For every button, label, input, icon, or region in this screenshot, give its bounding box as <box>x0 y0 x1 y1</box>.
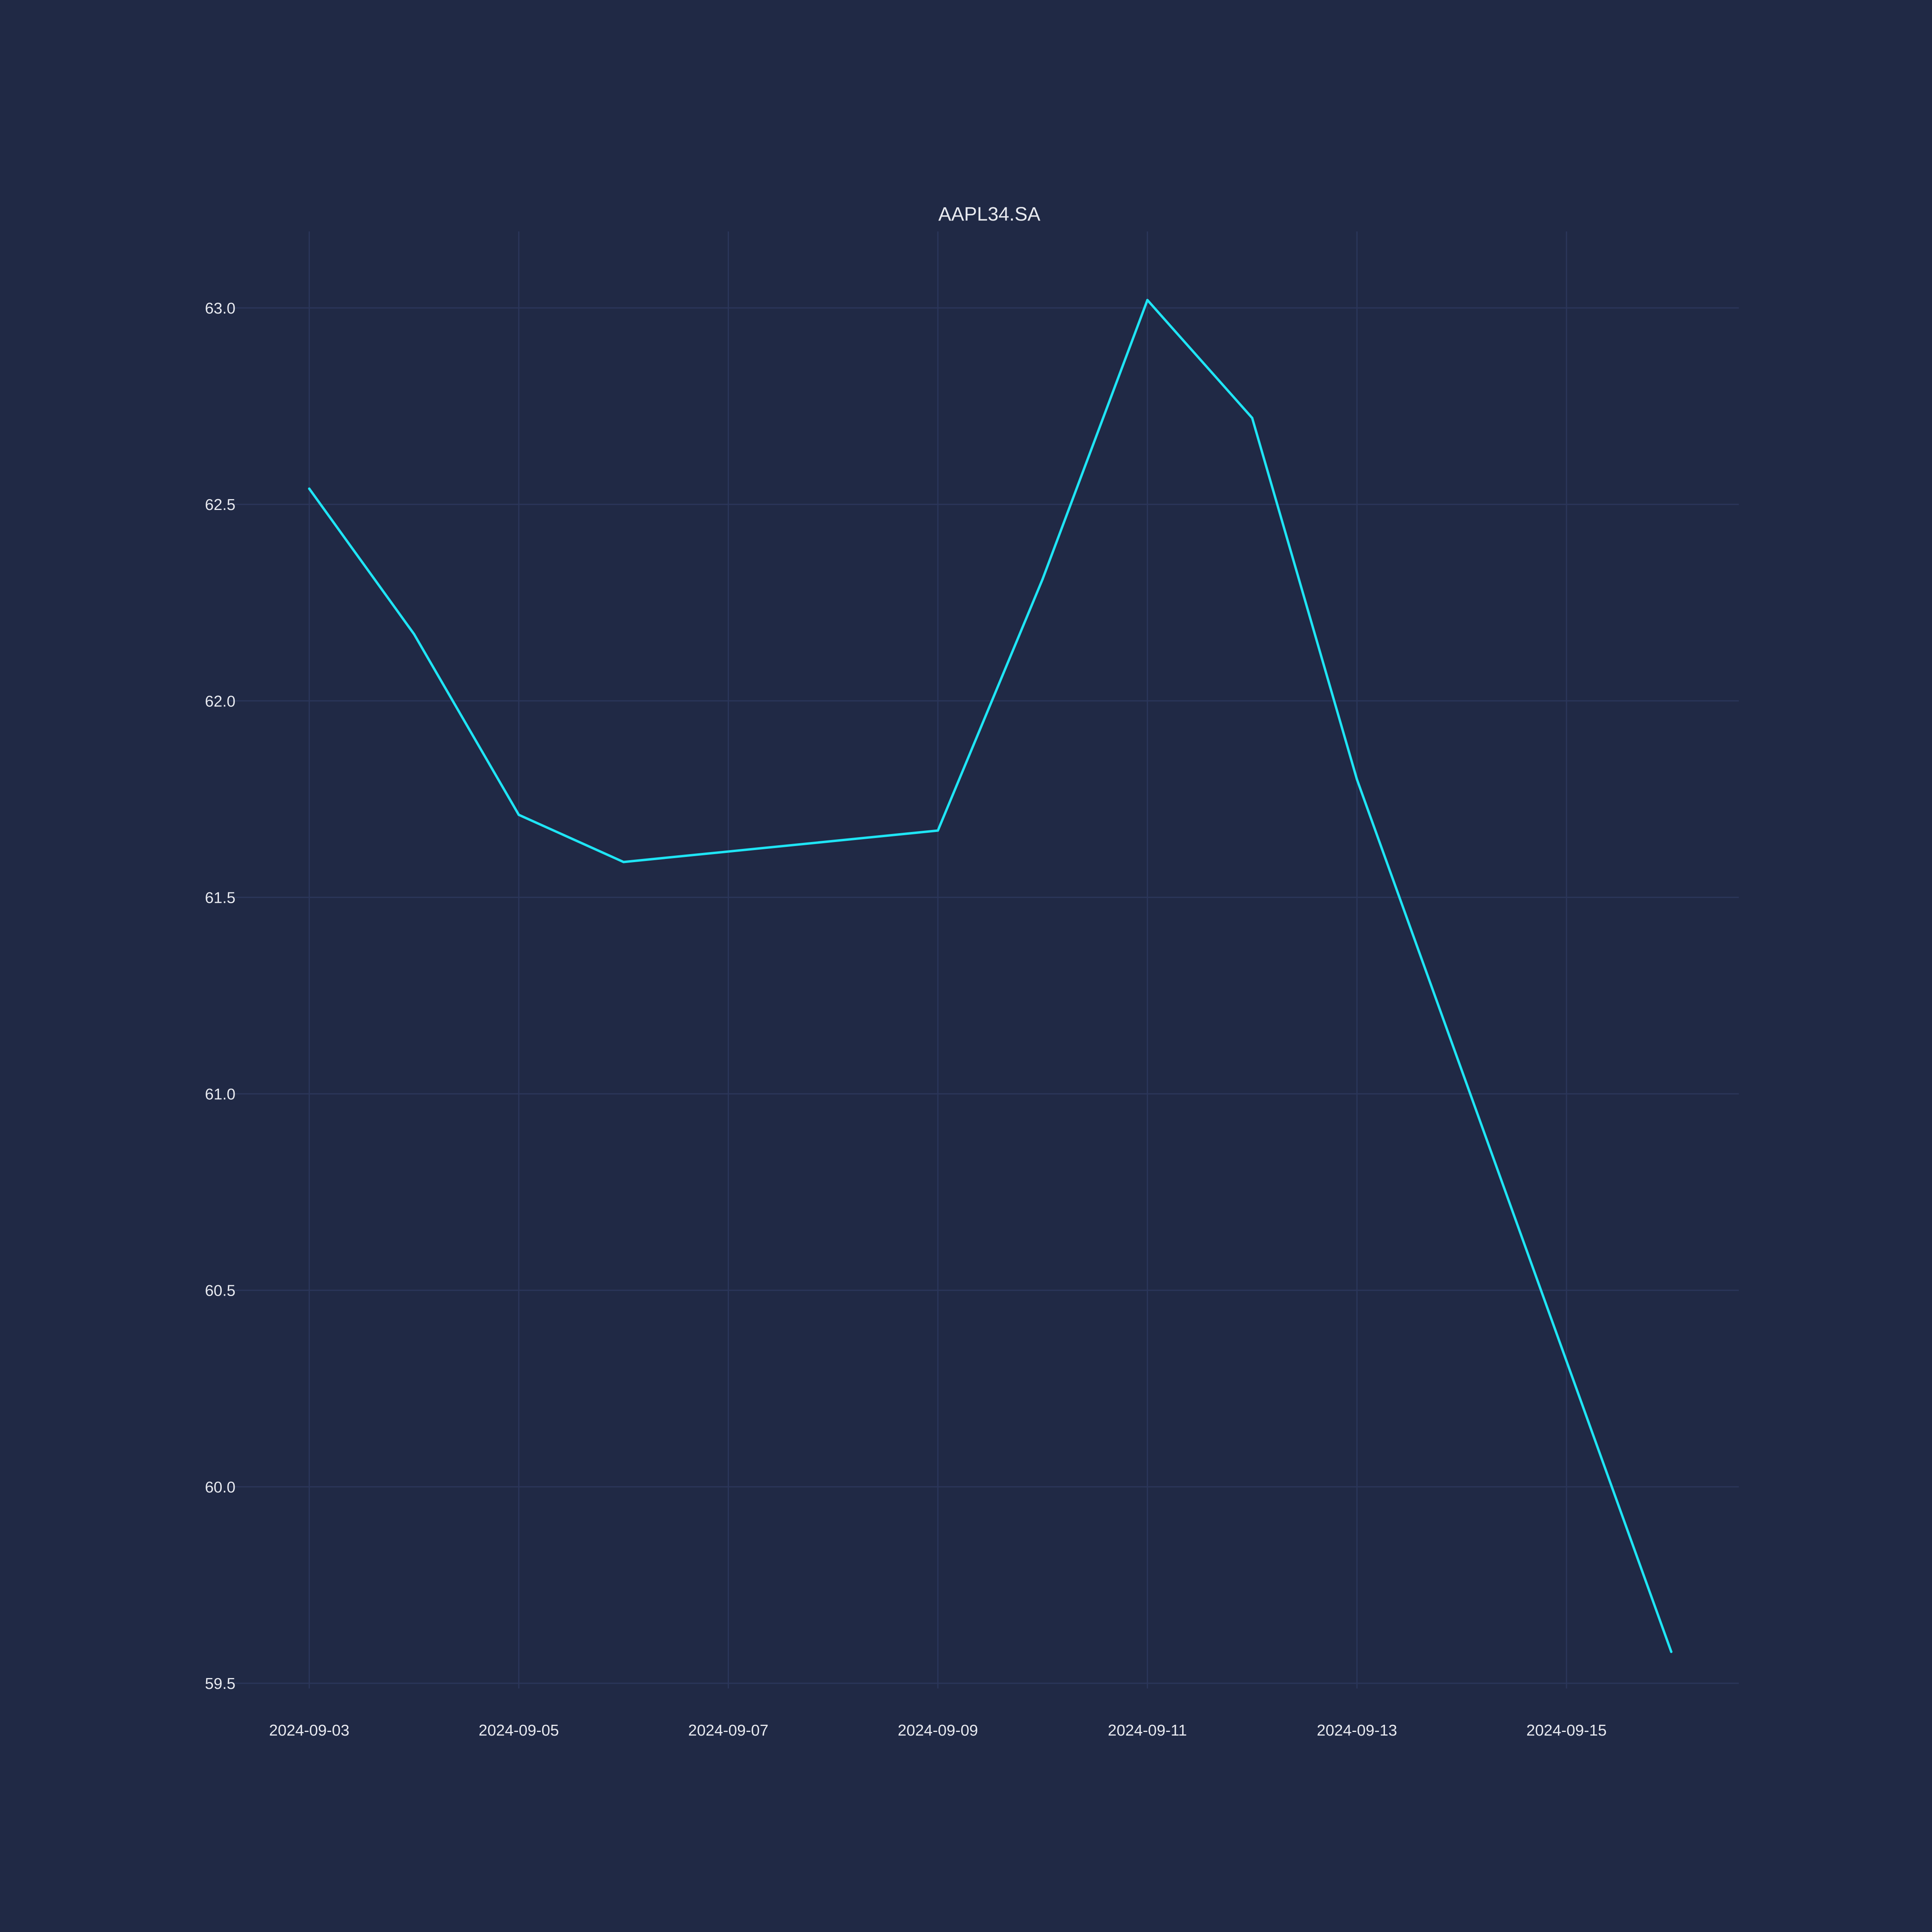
data-point <box>1146 299 1149 301</box>
y-axis: 59.5 60.0 60.5 61.0 61.5 62.0 62.5 63.0 <box>205 300 235 1693</box>
x-tick-label: 2024-09-03 <box>269 1722 350 1739</box>
x-tick-label: 2024-09-05 <box>479 1722 559 1739</box>
data-point <box>413 633 415 636</box>
data-point <box>308 487 311 490</box>
data-point <box>1251 417 1253 419</box>
y-tick-label: 60.5 <box>205 1282 235 1300</box>
y-tick-label: 61.5 <box>205 889 235 906</box>
series-line <box>308 299 1673 1653</box>
data-point <box>1356 778 1358 781</box>
x-tick-label: 2024-09-09 <box>898 1722 978 1739</box>
data-point <box>937 829 939 832</box>
x-tick-label: 2024-09-13 <box>1317 1722 1397 1739</box>
grid <box>229 231 1739 1688</box>
y-tick-label: 62.5 <box>205 496 235 514</box>
y-tick-label: 60.0 <box>205 1479 235 1496</box>
data-point <box>517 813 520 816</box>
y-tick-label: 61.0 <box>205 1086 235 1103</box>
y-tick-label: 63.0 <box>205 300 235 317</box>
x-tick-label: 2024-09-15 <box>1526 1722 1607 1739</box>
x-axis: 2024-09-03 2024-09-05 2024-09-07 2024-09-09… <box>269 1722 1607 1739</box>
chart-title: AAPL34.SA <box>938 204 1040 225</box>
y-tick-label: 59.5 <box>205 1675 235 1693</box>
data-point <box>622 861 625 863</box>
data-point <box>1670 1650 1673 1653</box>
data-point <box>1041 578 1044 580</box>
x-tick-label: 2024-09-07 <box>688 1722 769 1739</box>
x-tick-label: 2024-09-11 <box>1108 1722 1187 1739</box>
y-tick-label: 62.0 <box>205 693 235 710</box>
series-layer <box>308 299 1673 1653</box>
